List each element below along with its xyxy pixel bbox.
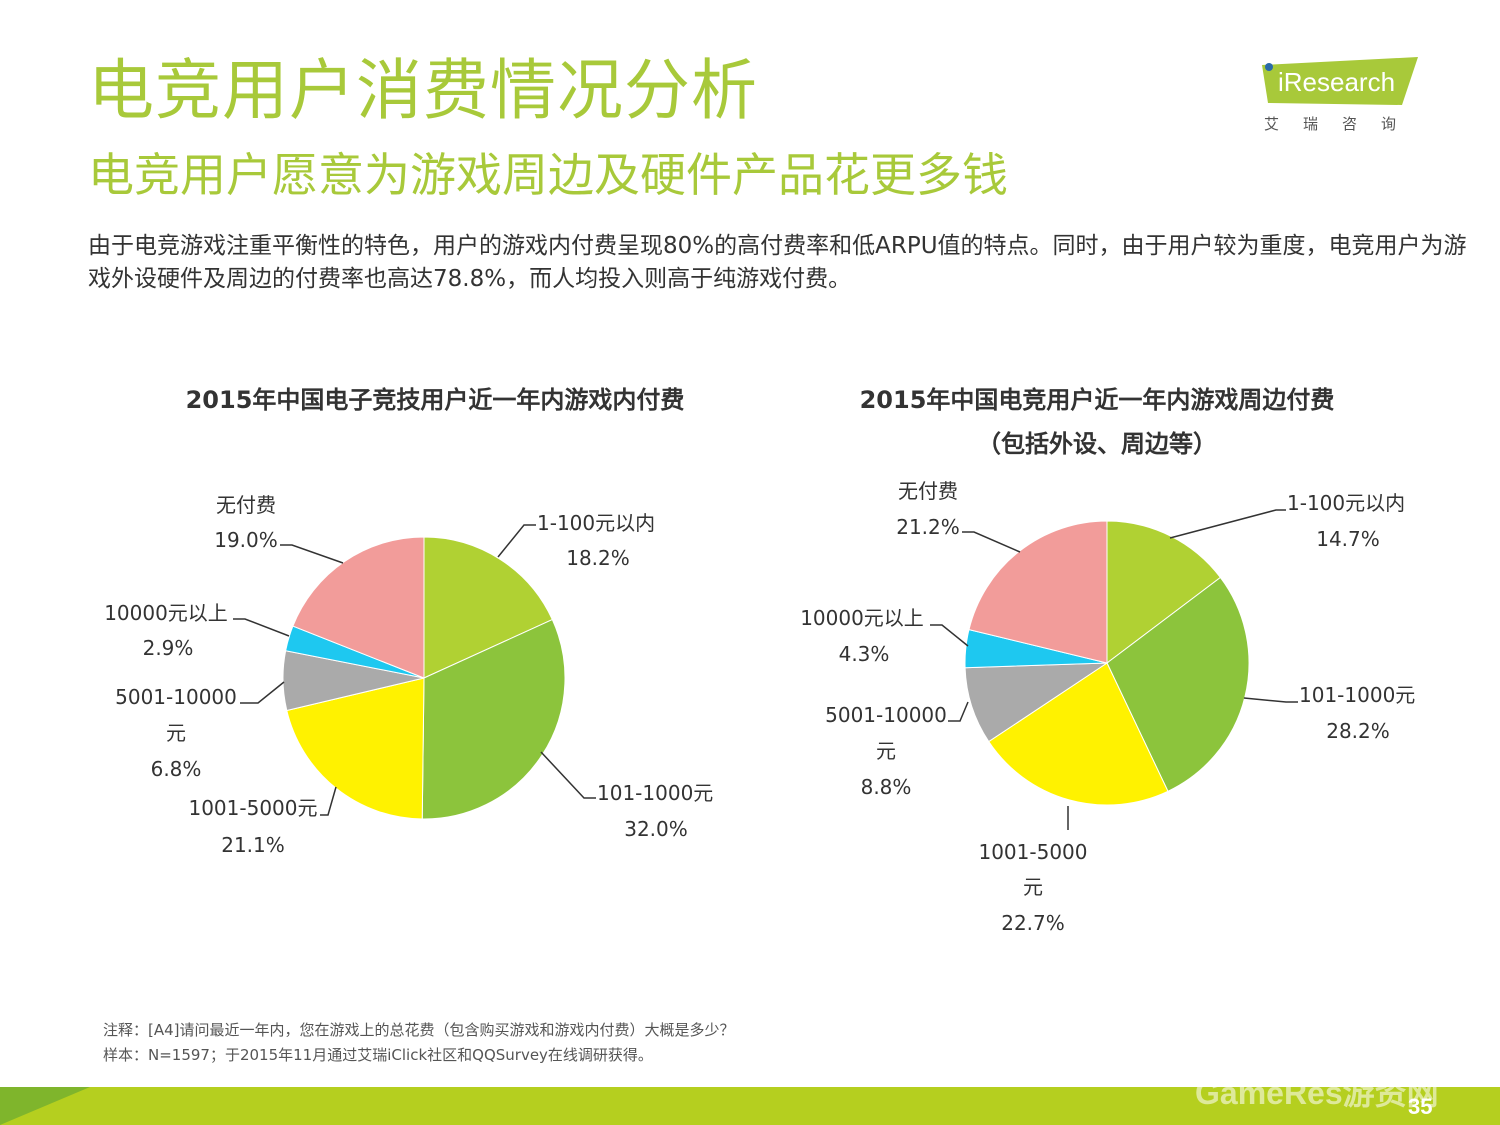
description-text: 由于电竞游戏注重平衡性的特色，用户的游戏内付费呈现80%的高付费率和低ARPU值… [88, 233, 1467, 292]
logo-brand-text: iResearch [1278, 67, 1396, 97]
chart-1-value-1-100: 18.2% [566, 546, 630, 570]
chart-1-value-none: 19.0% [214, 528, 278, 552]
chart-1-leader-4 [240, 681, 285, 704]
chart-1-label-101-1000: 101-1000元 [597, 781, 713, 805]
chart-1-value-1001-5000: 21.1% [221, 833, 285, 857]
chart-2-leader-2 [1243, 697, 1298, 703]
chart-2-slice-2 [1106, 576, 1250, 792]
chart-1-leader-2 [540, 751, 596, 799]
chart-1-label-none: 无付费 [216, 493, 276, 517]
chart-1-leader-3 [320, 786, 337, 816]
chart-1-leader-6 [280, 544, 344, 564]
chart-1-label-1-100: 1-100元以内 [537, 511, 655, 535]
chart-2-leader-1 [1169, 509, 1286, 539]
pie-charts: 2015年中国电子竞技用户近一年内游戏内付费 1-100元以内 18.2% 10… [104, 386, 1415, 935]
chart-2-slice-3 [988, 662, 1169, 806]
chart-2-label-5001-10000: 5001-10000 [825, 703, 947, 727]
chart-1-slice-1 [423, 536, 553, 679]
iresearch-logo: iResearch 艾瑞咨询 [1260, 55, 1420, 135]
footnote-sample: 样本：N=1597；于2015年11月通过艾瑞iClick社区和QQSurvey… [103, 1046, 653, 1064]
chart-1-label-1001-5000: 1001-5000元 [188, 796, 317, 820]
chart-2-leader-6 [962, 531, 1021, 553]
chart-1-leader-5 [233, 618, 290, 637]
chart-1-value-5001-10000: 6.8% [151, 757, 202, 781]
chart-2-title: 2015年中国电竞用户近一年内游戏周边付费 [860, 386, 1335, 414]
footer-bar [0, 1087, 1500, 1125]
chart-1-value-101-1000: 32.0% [624, 817, 688, 841]
page-title: 电竞用户消费情况分析 [88, 52, 758, 129]
chart-1: 2015年中国电子竞技用户近一年内游戏内付费 1-100元以内 18.2% 10… [104, 386, 713, 857]
chart-2-value-1-100: 14.7% [1316, 527, 1380, 551]
chart-2-slice-1 [1106, 520, 1222, 665]
chart-1-leader-1 [497, 524, 536, 558]
logo-banner-icon [1262, 57, 1418, 105]
footnotes: 注释：[A4]请问最近一年内，您在游戏上的总花费（包含购买游戏和游戏内付费）大概… [103, 1018, 735, 1068]
footer-accent [0, 1087, 90, 1125]
chart-2-value-none: 21.2% [896, 515, 960, 539]
chart-2-label-101-1000: 101-1000元 [1299, 683, 1415, 707]
page-number: 35 [1408, 1094, 1433, 1119]
chart-1-label-5001-10000-unit: 元 [166, 721, 186, 745]
footnote-question: 注释：[A4]请问最近一年内，您在游戏上的总花费（包含购买游戏和游戏内付费）大概… [103, 1021, 735, 1039]
chart-2-label-1001-5000: 1001-5000 [978, 840, 1087, 864]
logo-chinese-text: 艾瑞咨询 [1264, 115, 1421, 133]
chart-1-value-10000-plus: 2.9% [143, 636, 194, 660]
chart-2-value-101-1000: 28.2% [1326, 719, 1390, 743]
chart-2-value-10000-plus: 4.3% [839, 642, 890, 666]
chart-1-title: 2015年中国电子竞技用户近一年内游戏内付费 [186, 386, 685, 414]
chart-2-value-5001-10000: 8.8% [861, 775, 912, 799]
chart-2-label-5001-10000-unit: 元 [876, 739, 896, 763]
chart-2-label-none: 无付费 [898, 479, 958, 503]
chart-2-slices [964, 520, 1250, 806]
chart-2-label-1-100: 1-100元以内 [1287, 491, 1405, 515]
chart-1-slice-6 [292, 536, 425, 679]
chart-2-label-1001-5000-unit: 元 [1023, 875, 1043, 899]
page-subtitle: 电竞用户愿意为游戏周边及硬件产品花更多钱 [88, 148, 1008, 202]
chart-1-label-5001-10000: 5001-10000 [115, 685, 237, 709]
chart-1-label-10000-plus: 10000元以上 [104, 601, 228, 625]
chart-1-slice-2 [421, 618, 566, 820]
chart-2-leader-5 [930, 624, 969, 647]
chart-2-title-line2: （包括外设、周边等） [977, 430, 1217, 458]
watermark: GameRes游资网 [1195, 1075, 1439, 1111]
chart-2-value-1001-5000: 22.7% [1001, 911, 1065, 935]
chart-1-slices [282, 536, 566, 820]
chart-2-label-10000-plus: 10000元以上 [800, 606, 924, 630]
chart-2-leader-4 [948, 701, 969, 722]
chart-2: 2015年中国电竞用户近一年内游戏周边付费 （包括外设、周边等） 1-100元以… [800, 386, 1415, 935]
